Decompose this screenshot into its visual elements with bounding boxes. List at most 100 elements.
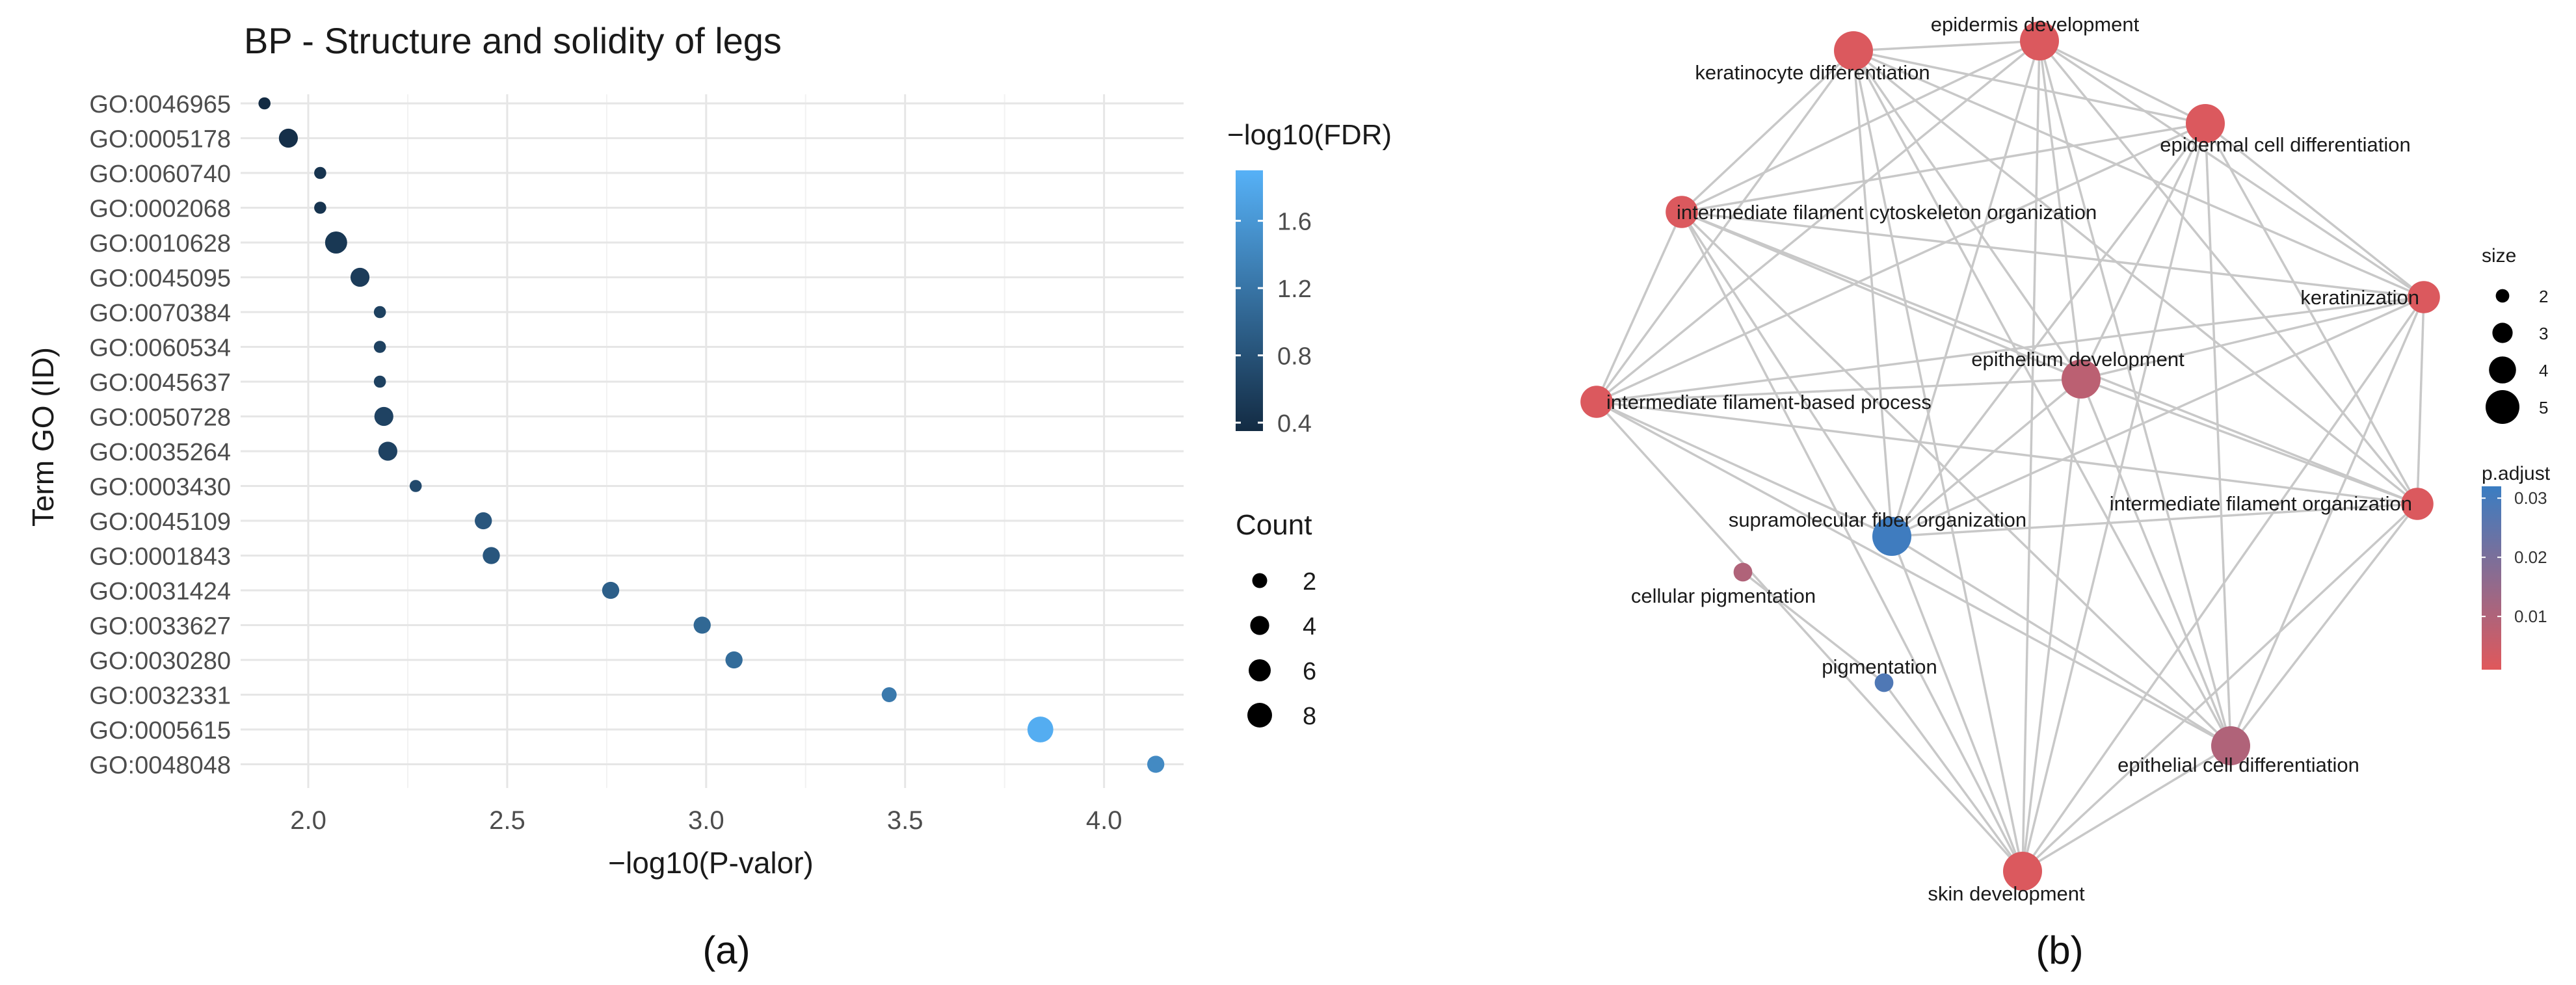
network-size-legend-label: 2 xyxy=(2539,287,2548,306)
y-tick-label: GO:0050728 xyxy=(89,404,231,432)
network-edge xyxy=(1852,49,2419,505)
network-edge xyxy=(2204,123,2232,746)
network-edge xyxy=(1595,211,1683,402)
network-edge xyxy=(1891,378,2082,538)
size-legend-dot xyxy=(1247,703,1272,728)
network-edge xyxy=(1681,211,2418,505)
network-edge xyxy=(2021,296,2425,873)
color-bar-label: 0.8 xyxy=(1277,343,1312,371)
size-legend-label: 4 xyxy=(1303,613,1316,640)
a-legends: −log10(FDR) Count 0.4 0.8 1.2 1.6 2 4 6 8 xyxy=(1227,119,1392,730)
network-edge xyxy=(1852,50,1893,537)
color-bar-label: 1.6 xyxy=(1277,209,1312,236)
network-node-label: epithelium development xyxy=(1971,348,2184,371)
network-edge xyxy=(1680,49,1855,213)
network-size-legend-dot xyxy=(2486,390,2519,424)
y-tick-label: GO:0005178 xyxy=(89,126,231,153)
data-point xyxy=(475,512,492,530)
color-bar-label: 0.4 xyxy=(1277,410,1312,438)
y-tick-label: GO:0002068 xyxy=(89,196,231,223)
network-edge xyxy=(1852,50,2232,746)
color-legend-title: −log10(FDR) xyxy=(1227,119,1392,151)
network-node xyxy=(2003,852,2042,891)
network-node-label: intermediate filament cytoskeleton organ… xyxy=(1677,201,2097,224)
network-edge xyxy=(1680,211,2232,747)
padjust-color-bar xyxy=(2482,486,2501,670)
network-edge xyxy=(1891,535,2231,747)
network-edge xyxy=(1853,49,2206,125)
y-tick-label: GO:0046965 xyxy=(89,91,231,118)
network-edge xyxy=(1596,122,2206,403)
network-size-legend-dot xyxy=(2495,289,2510,303)
data-point xyxy=(693,616,711,634)
data-point xyxy=(1147,755,1165,773)
network-edge xyxy=(1853,49,2424,298)
y-tick-label: GO:0070384 xyxy=(89,300,231,327)
network-node xyxy=(2211,726,2250,765)
size-legend-dot xyxy=(1252,573,1268,588)
size-legend-dot xyxy=(1250,616,1269,635)
x-tick-label: 4.0 xyxy=(1086,806,1122,835)
data-point xyxy=(725,651,743,669)
network-size-legend-label: 3 xyxy=(2539,324,2548,343)
chart-title: BP - Structure and solidity of legs xyxy=(244,20,782,61)
network-edge xyxy=(2038,40,2082,380)
network-edge xyxy=(2039,40,2206,125)
y-tick-label: GO:0010628 xyxy=(89,230,231,257)
y-tick-label: GO:0030280 xyxy=(89,648,231,675)
size-legend-label: 2 xyxy=(1303,568,1316,596)
network-color-legend-title: p.adjust xyxy=(2482,463,2551,484)
data-point xyxy=(278,128,299,148)
y-tick-label: GO:0032331 xyxy=(89,683,231,710)
data-point xyxy=(314,166,326,179)
network-node-label: keratinization xyxy=(2300,286,2419,309)
network-edge xyxy=(2080,123,2207,380)
network-edge xyxy=(1595,401,2024,873)
size-legend-title: Count xyxy=(1236,509,1312,541)
network-node xyxy=(1872,517,1911,556)
network-size-legend-label: 5 xyxy=(2539,398,2548,417)
network-edge xyxy=(1891,536,2024,872)
network-node-label: pigmentation xyxy=(1822,655,1937,678)
panel-label-b: (b) xyxy=(2036,928,2083,972)
network-edge xyxy=(1891,296,2424,538)
panel-label-a: (a) xyxy=(702,928,750,972)
network-node xyxy=(1874,673,1894,692)
size-legend-dot xyxy=(1249,659,1271,681)
panel-b-network: epidermis development keratinocyte differ… xyxy=(1580,13,2551,972)
network-edge xyxy=(1742,571,1885,684)
y-tick-label: GO:0045109 xyxy=(89,508,231,536)
network-size-legend-label: 4 xyxy=(2539,361,2548,380)
network-edge xyxy=(1891,40,2041,537)
b-legends: size p.adjust 2 3 4 5 0.01 0.02 0.03 xyxy=(2482,245,2551,670)
y-axis-label: Term GO (ID) xyxy=(26,347,60,527)
y-tick-label: GO:0060534 xyxy=(89,335,231,362)
network-edge xyxy=(2022,744,2231,873)
a-plot-area: 2.0 2.5 3.0 3.5 4.0 GO:0046965 GO:0005178 GO:00… xyxy=(89,91,1184,835)
network-node-label: cellular pigmentation xyxy=(1631,584,1816,607)
padjust-tick-label: 0.02 xyxy=(2514,547,2547,567)
panel-a-dot-plot: BP - Structure and solidity of legs 2.0 2… xyxy=(26,20,1392,972)
size-legend-label: 6 xyxy=(1303,658,1316,685)
network-edge xyxy=(1853,40,2040,52)
network-size-legend-dot xyxy=(2489,356,2516,384)
y-tick-label: GO:0060740 xyxy=(89,161,231,188)
data-point xyxy=(602,581,620,599)
data-point xyxy=(325,231,347,254)
network-node xyxy=(2062,360,2101,399)
data-point xyxy=(409,480,422,492)
y-tick-label: GO:0005615 xyxy=(89,717,231,744)
network-node-label: supramolecular fiber organization xyxy=(1729,508,2026,531)
network-edge xyxy=(1681,122,2206,213)
network-node-label: skin development xyxy=(1928,882,2085,905)
network-node xyxy=(2186,104,2225,143)
network-node-label: epithelial cell differentiation xyxy=(2118,754,2359,776)
network-edge xyxy=(2204,122,2425,298)
data-point xyxy=(373,375,386,388)
network-edge xyxy=(2021,503,2419,873)
network-edge xyxy=(2038,40,2419,505)
data-point xyxy=(378,441,397,461)
network-node xyxy=(1834,31,1873,70)
network-edge xyxy=(2416,296,2425,505)
